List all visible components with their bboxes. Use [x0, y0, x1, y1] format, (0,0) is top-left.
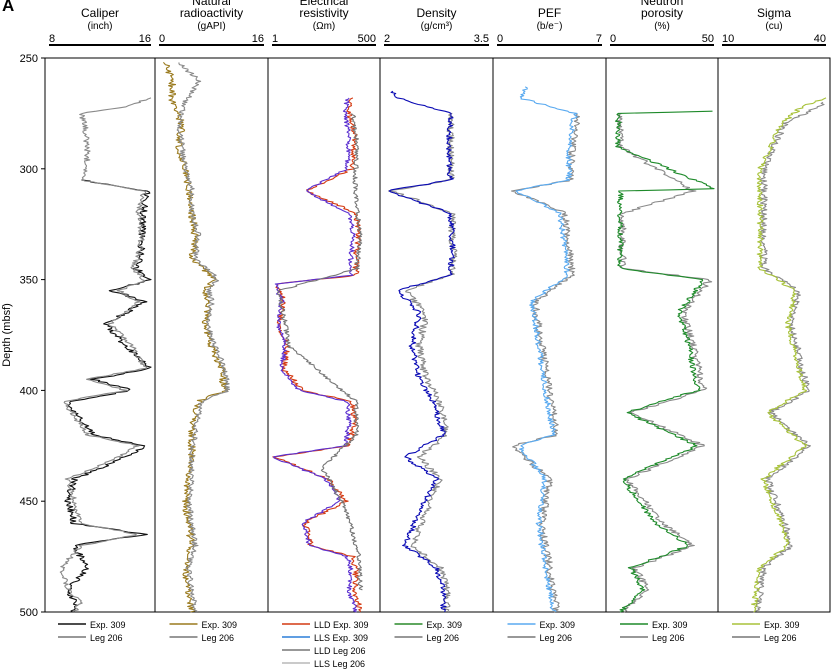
- legend-label-resistivity: LLS Exp. 309: [314, 633, 368, 643]
- y-tick-label: 500: [20, 607, 38, 619]
- track-title-pef: PEF: [538, 6, 561, 20]
- y-axis-title: Depth (mbsf): [1, 303, 13, 367]
- panel-label: A: [2, 0, 15, 15]
- legend-label-pef: Exp. 309: [540, 620, 576, 630]
- legend-label-sigma: Exp. 309: [764, 620, 800, 630]
- scale-min-pef: 0: [497, 33, 503, 45]
- scale-max-caliper: 16: [139, 33, 151, 45]
- legend-label-density: Leg 206: [427, 633, 460, 643]
- track-frame-resistivity: [267, 57, 381, 613]
- series-line-sigma-1: [751, 97, 827, 613]
- track-frame-pef: [492, 57, 607, 613]
- legend-label-density: Exp. 309: [427, 620, 463, 630]
- y-tick-label: 400: [20, 385, 38, 397]
- series-line-radioactivity-1: [176, 62, 231, 613]
- series-line-resistivity-1: [273, 97, 358, 613]
- legend-label-radioactivity: Exp. 309: [202, 620, 238, 630]
- scale-max-pef: 7: [596, 33, 602, 45]
- track-title-radioactivity: Natural: [192, 0, 231, 8]
- scale-min-porosity: 0: [610, 33, 616, 45]
- scale-min-caliper: 8: [49, 33, 55, 45]
- scale-min-density: 2: [384, 33, 390, 45]
- track-title-porosity: Neutron: [641, 0, 684, 8]
- legend-label-caliper: Leg 206: [90, 633, 123, 643]
- track-title-porosity: porosity: [641, 6, 683, 20]
- legend-label-radioactivity: Leg 206: [202, 633, 235, 643]
- track-frame-caliper: [44, 57, 156, 613]
- track-title-pef: (b/e⁻): [537, 21, 563, 32]
- scale-min-sigma: 10: [722, 33, 734, 45]
- track-title-caliper: (inch): [87, 21, 112, 32]
- track-title-resistivity: (Ωm): [313, 21, 335, 32]
- track-frame-porosity: [605, 57, 719, 613]
- legend-label-resistivity: LLD Exp. 309: [314, 620, 369, 630]
- legend-label-sigma: Leg 206: [764, 633, 797, 643]
- legend-label-resistivity: LLD Leg 206: [314, 646, 366, 656]
- series-line-pef-1: [515, 86, 578, 613]
- series-line-pef-0: [510, 113, 580, 613]
- scale-max-radioactivity: 16: [252, 33, 264, 45]
- y-tick-label: 250: [20, 53, 38, 65]
- scale-max-density: 3.5: [474, 33, 489, 45]
- y-tick-label: 350: [20, 275, 38, 287]
- legend-label-resistivity: LLS Leg 206: [314, 659, 365, 669]
- series-line-radioactivity-0: [162, 61, 228, 613]
- track-title-radioactivity: (gAPI): [197, 21, 225, 32]
- legend-label-porosity: Exp. 309: [652, 620, 688, 630]
- track-title-caliper: Caliper: [81, 6, 119, 20]
- legend-label-caliper: Exp. 309: [90, 620, 126, 630]
- series-line-resistivity-2: [276, 113, 364, 591]
- track-title-radioactivity: radioactivity: [180, 6, 243, 20]
- scale-min-resistivity: 1: [272, 33, 278, 45]
- legend-label-pef: Leg 206: [540, 633, 573, 643]
- scale-max-resistivity: 500: [358, 33, 376, 45]
- track-frame-density: [379, 57, 494, 613]
- series-line-density-1: [388, 90, 456, 613]
- legend-label-porosity: Leg 206: [652, 633, 685, 643]
- track-title-porosity: (%): [654, 21, 670, 32]
- y-tick-label: 300: [20, 164, 38, 176]
- track-title-density: (g/cm³): [421, 21, 453, 32]
- scale-max-sigma: 40: [814, 33, 826, 45]
- track-title-density: Density: [416, 6, 456, 20]
- track-title-sigma: (cu): [765, 21, 782, 32]
- track-frame-sigma: [717, 57, 831, 613]
- track-title-sigma: Sigma: [757, 6, 791, 20]
- series-line-sigma-0: [753, 101, 825, 613]
- track-title-resistivity: resistivity: [299, 6, 348, 20]
- track-title-resistivity: Electrical: [300, 0, 349, 8]
- y-tick-label: 450: [20, 496, 38, 508]
- scale-min-radioactivity: 0: [159, 33, 165, 45]
- series-line-caliper-1: [59, 97, 152, 613]
- scale-max-porosity: 50: [702, 33, 714, 45]
- series-line-porosity-0: [616, 112, 713, 613]
- series-line-porosity-1: [614, 110, 715, 613]
